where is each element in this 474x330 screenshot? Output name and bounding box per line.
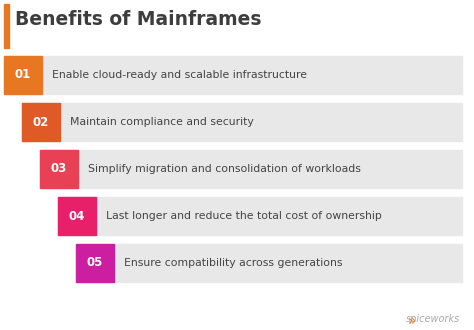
Bar xyxy=(40,150,78,188)
Text: Simplify migration and consolidation of workloads: Simplify migration and consolidation of … xyxy=(88,164,361,174)
Bar xyxy=(76,244,114,282)
Bar xyxy=(22,103,462,141)
Text: Maintain compliance and security: Maintain compliance and security xyxy=(70,117,254,127)
Bar xyxy=(4,4,9,48)
Bar xyxy=(40,150,462,188)
Text: Enable cloud-ready and scalable infrastructure: Enable cloud-ready and scalable infrastr… xyxy=(52,70,307,80)
Bar xyxy=(4,56,42,94)
Text: Last longer and reduce the total cost of ownership: Last longer and reduce the total cost of… xyxy=(106,211,382,221)
Text: 04: 04 xyxy=(69,210,85,222)
Text: 01: 01 xyxy=(15,69,31,82)
Bar xyxy=(4,56,462,94)
Text: 02: 02 xyxy=(33,115,49,128)
Text: 05: 05 xyxy=(87,256,103,270)
Bar xyxy=(58,197,96,235)
Bar xyxy=(76,244,462,282)
Bar xyxy=(58,197,462,235)
Text: 03: 03 xyxy=(51,162,67,176)
Text: spiceworks: spiceworks xyxy=(406,314,460,324)
Text: Ensure compatibility across generations: Ensure compatibility across generations xyxy=(124,258,343,268)
Bar xyxy=(22,103,60,141)
Text: Benefits of Mainframes: Benefits of Mainframes xyxy=(15,10,262,29)
Text: »: » xyxy=(408,314,417,328)
